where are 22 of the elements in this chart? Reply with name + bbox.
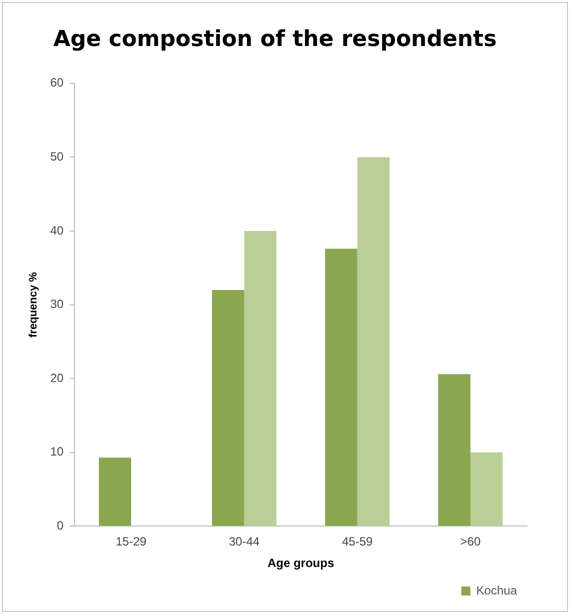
y-tick-label: 40 [50, 223, 64, 238]
bar [212, 290, 244, 526]
x-tick-label: >60 [460, 534, 481, 549]
chart-title: Age compostion of the respondents [53, 26, 497, 52]
bar [325, 248, 358, 526]
y-tick-label: 30 [50, 297, 64, 312]
y-axis-title: frequency % [28, 272, 40, 338]
bar [470, 452, 503, 526]
x-tick-label: 30-44 [228, 534, 260, 549]
y-tick-label: 0 [56, 518, 64, 533]
y-tick-label: 60 [50, 76, 64, 90]
legend-label: Kochua [476, 583, 518, 598]
bar [244, 231, 276, 526]
bar [438, 374, 470, 526]
y-tick-label: 20 [50, 370, 64, 385]
bar [357, 157, 390, 526]
y-tick-label: 10 [50, 444, 64, 459]
bar [98, 458, 132, 526]
x-axis-title: Age groups [267, 556, 334, 570]
x-tick-label: 45-59 [342, 534, 373, 549]
x-tick-label: 15-29 [116, 534, 147, 549]
y-tick-label: 50 [50, 150, 64, 164]
